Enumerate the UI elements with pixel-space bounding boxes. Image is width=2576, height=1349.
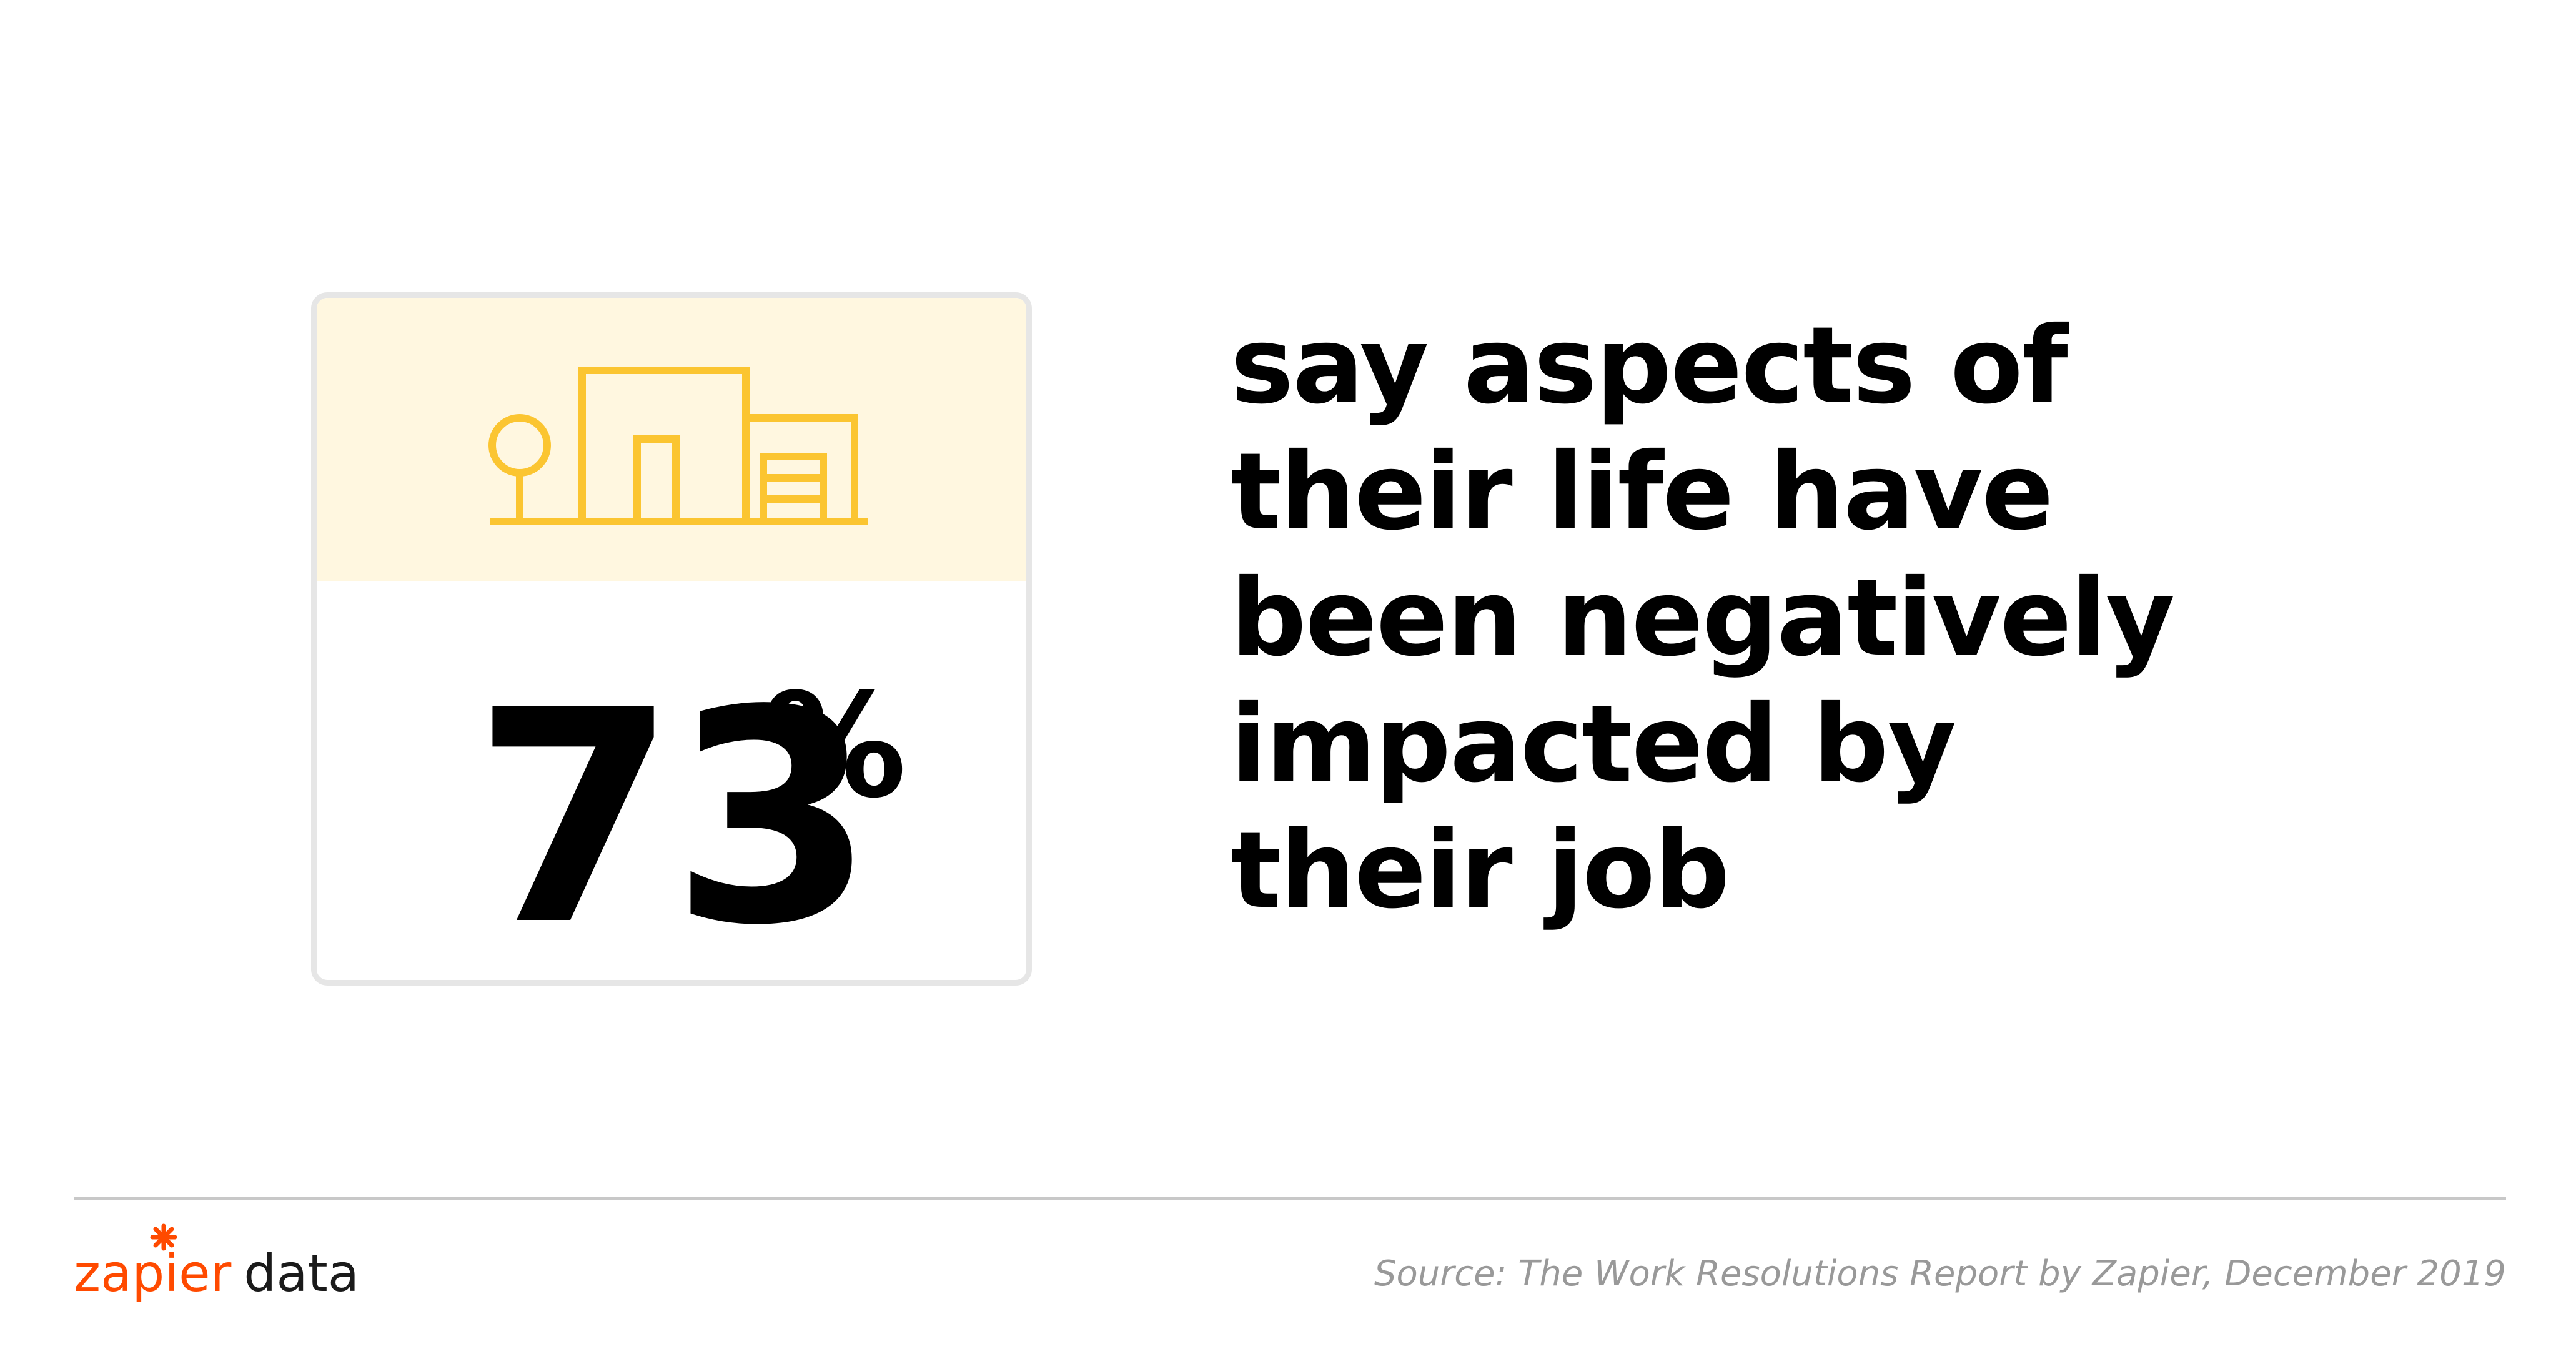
stat-number: 73: [473, 648, 875, 986]
asterisk-icon: [150, 1223, 177, 1251]
brand-logo: zapier data: [74, 1223, 359, 1315]
statement-line: impacted by: [1231, 683, 1957, 806]
brand-primary-text: zapier: [74, 1244, 232, 1303]
stat-unit: %: [763, 663, 907, 830]
stat-card-header: [317, 298, 1026, 581]
source-citation: Source: The Work Resolutions Report by Z…: [1374, 1253, 2506, 1294]
statement-line: been negatively: [1231, 556, 2175, 680]
statement-line: their life have: [1231, 430, 2054, 554]
statement-text: say aspects of their life have been nega…: [1231, 303, 2355, 934]
footer-divider: [74, 1197, 2506, 1200]
statement-line: say aspects of: [1231, 304, 2068, 428]
statement-line: their job: [1231, 809, 1730, 932]
house-icon: [488, 367, 868, 525]
brand-primary: zapier: [74, 1223, 232, 1308]
stat-card: 73 %: [311, 292, 1032, 986]
brand-secondary: data: [244, 1244, 359, 1303]
stat-value: 73 %: [317, 581, 1026, 986]
